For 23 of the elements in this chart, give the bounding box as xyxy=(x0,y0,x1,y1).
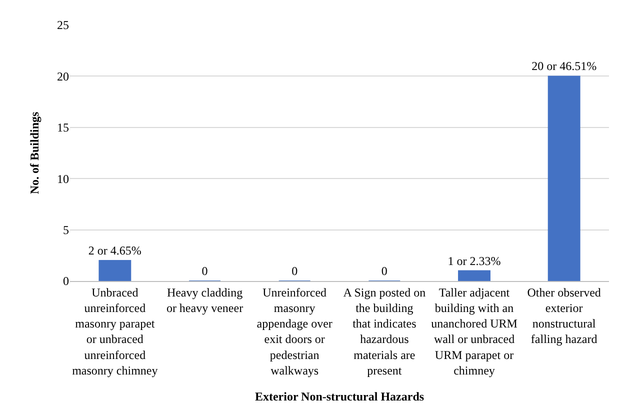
x-tick-label: Taller adjacent building with an unanchored URM wall or unbraced URM parapet or chimney xyxy=(431,285,518,378)
x-axis-title: Exterior Non-structural Hazards xyxy=(254,389,424,404)
bar xyxy=(458,270,490,281)
data-label: 1 or 2.33% xyxy=(448,254,501,268)
bar xyxy=(548,76,580,281)
x-tick-label: Heavy cladding or heavy veneer xyxy=(166,285,244,315)
y-tick-label: 5 xyxy=(63,223,69,237)
y-tick-label: 20 xyxy=(57,69,69,84)
x-tick-label: A Sign posted on the building that indicates hazardous materials are present xyxy=(343,285,426,378)
y-tick-label: 25 xyxy=(57,18,69,32)
data-label: 0 xyxy=(202,264,208,278)
y-tick-label: 15 xyxy=(57,120,69,135)
data-label: 20 or 46.51% xyxy=(532,59,597,74)
x-tick-label: Unreinforced masonry appendage over exit doors or pedestrian walkways xyxy=(256,285,332,378)
data-label: 0 xyxy=(292,264,298,278)
bar xyxy=(98,260,132,281)
y-tick-label: 10 xyxy=(57,172,69,186)
x-tick-label: Other observed exterior nonstructural falling hazard xyxy=(527,285,601,346)
y-axis-title: No. of Buildings xyxy=(27,111,42,194)
x-tick-label: Unbraced unreinforced masonry parapet or unbraced unreinforced masonry chimney xyxy=(72,285,158,378)
y-tick-label: 0 xyxy=(63,274,69,288)
data-label: 0 xyxy=(381,264,388,278)
data-label: 2 or 4.65% xyxy=(88,244,142,258)
